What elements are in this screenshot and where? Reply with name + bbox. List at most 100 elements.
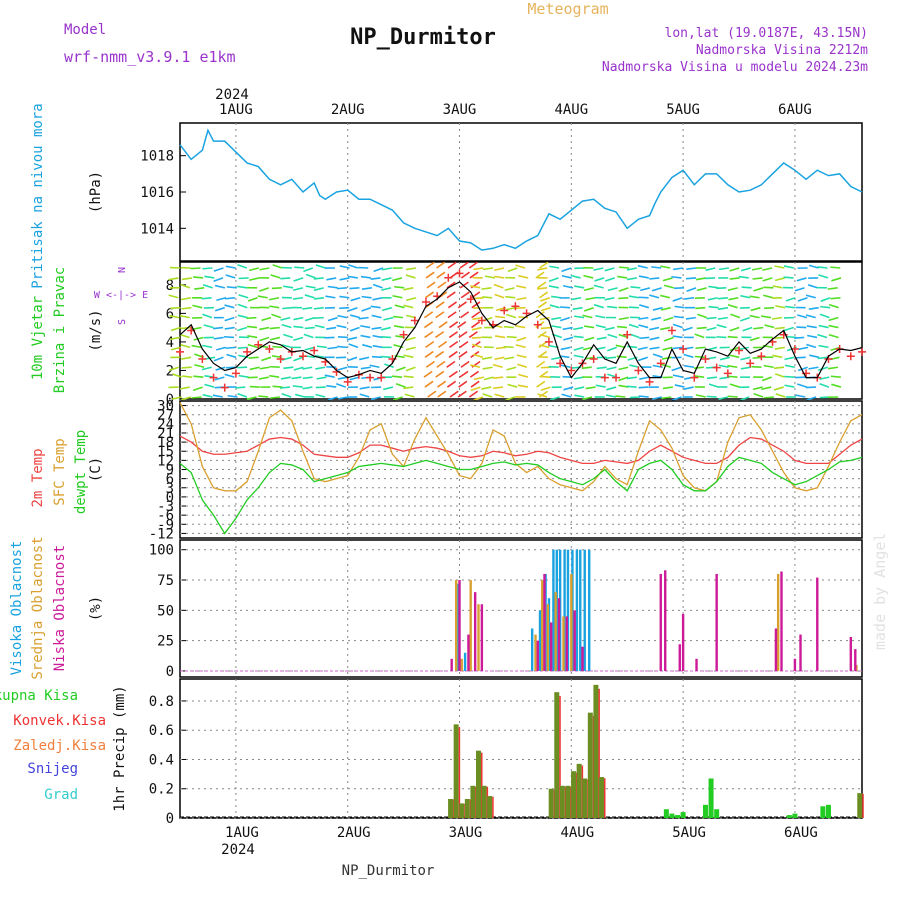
wind-vector [470, 386, 481, 392]
pressure-side-label: Pritisak na nivou mora [30, 103, 46, 288]
wind-vector [270, 274, 281, 279]
wind-vector [484, 275, 495, 279]
wind-vector [507, 267, 518, 273]
wind-vector [629, 396, 640, 399]
wind-vector [775, 393, 786, 398]
y-tick-label: -6 [157, 508, 174, 524]
wind-vector [774, 265, 785, 269]
wind-vector [563, 336, 574, 341]
wind-vector [671, 366, 682, 372]
chart-title: NP_Durmitor [350, 25, 496, 50]
wind-vector [516, 285, 527, 289]
wind-vector [494, 293, 505, 299]
cloud-bar [557, 598, 561, 671]
wind-vector [693, 366, 704, 370]
cloud-bar [774, 628, 778, 671]
wind-vector [247, 297, 258, 302]
wind-vector [784, 356, 795, 361]
temp-side-text-1: 2m Temp [30, 448, 46, 507]
cloud-bar [562, 616, 565, 671]
precip-bar [565, 785, 571, 818]
wind-vector [271, 287, 282, 290]
wind-vector [593, 303, 604, 309]
wind-vector [202, 393, 213, 398]
temp-line-1 [179, 402, 863, 492]
wind-vector [293, 316, 304, 321]
cloud-bar [780, 571, 783, 671]
precip-bar [702, 804, 708, 818]
wind-vector [652, 306, 663, 311]
wind-vector [194, 287, 205, 290]
y-tick-label: 0.4 [149, 752, 174, 768]
wind-vector [313, 306, 324, 310]
gust-marker [231, 369, 240, 378]
wind-vector [348, 264, 359, 269]
wind-vector [191, 344, 202, 349]
wind-vector [729, 383, 740, 388]
wind-vector [607, 287, 618, 292]
wind-vector [216, 346, 227, 351]
wind-vector [740, 294, 751, 299]
wind-vector [518, 316, 529, 319]
wind-vector [226, 286, 237, 289]
wind-vector [751, 365, 762, 369]
wind-vector [706, 395, 717, 398]
wind-vector [672, 335, 683, 339]
wind-vector [540, 297, 550, 302]
wind-vector [783, 276, 794, 279]
wind-vector [797, 383, 808, 388]
wind-vector [468, 331, 478, 339]
wind-vector [494, 335, 506, 339]
cloud-bar [469, 580, 472, 671]
wind-vector [315, 393, 326, 398]
gust-marker [858, 347, 866, 356]
wind-vector [830, 296, 841, 300]
cloud-bar [543, 573, 546, 671]
wind-vector [473, 396, 484, 402]
wind-vector [459, 340, 469, 349]
wind-vector [618, 316, 629, 321]
wind-vector [706, 326, 717, 331]
gust-marker [276, 355, 285, 364]
wind-vector [393, 325, 405, 329]
wind-vector [764, 306, 775, 310]
wind-vector [423, 370, 433, 378]
wind-vector [380, 355, 391, 359]
wind-vector [605, 356, 617, 360]
wind-vector [481, 287, 492, 290]
y-tick-label: 0 [166, 490, 174, 506]
cloud-bar [573, 610, 576, 671]
wind-vector [360, 334, 371, 339]
wind-vector [246, 325, 258, 329]
wind-vector [371, 355, 383, 359]
wind-vector [639, 336, 650, 340]
wind-vector [718, 396, 729, 400]
wind-vector [763, 286, 774, 289]
wind-vector [380, 326, 391, 331]
wind-vector [828, 333, 839, 339]
wind-vector [808, 366, 819, 370]
wind-vector [435, 311, 445, 319]
wind-vector [649, 277, 660, 280]
wind-vector [493, 376, 504, 379]
wind-vector [819, 376, 830, 381]
wind-vector [827, 287, 838, 290]
wind-vector [181, 366, 192, 369]
pressure-line [179, 128, 863, 251]
wind-vector [383, 316, 394, 321]
y-tick-label: 30 [157, 399, 174, 415]
wind-side-label: 10m Vjetar Brzina i Pravac W <-|-> E N S [30, 267, 148, 393]
wind-vector [539, 291, 549, 299]
wind-vector [494, 267, 505, 272]
wind-vector [672, 323, 683, 329]
wind-vector [606, 386, 617, 391]
wind-vector [649, 294, 660, 299]
gust-marker [243, 347, 252, 356]
gust-marker [511, 302, 520, 311]
wind-vector [283, 366, 294, 370]
gust-marker [220, 383, 229, 392]
wind-vector [753, 393, 764, 398]
gust-marker [298, 352, 307, 361]
wind-vector [817, 356, 828, 360]
wind-vector [774, 326, 785, 330]
